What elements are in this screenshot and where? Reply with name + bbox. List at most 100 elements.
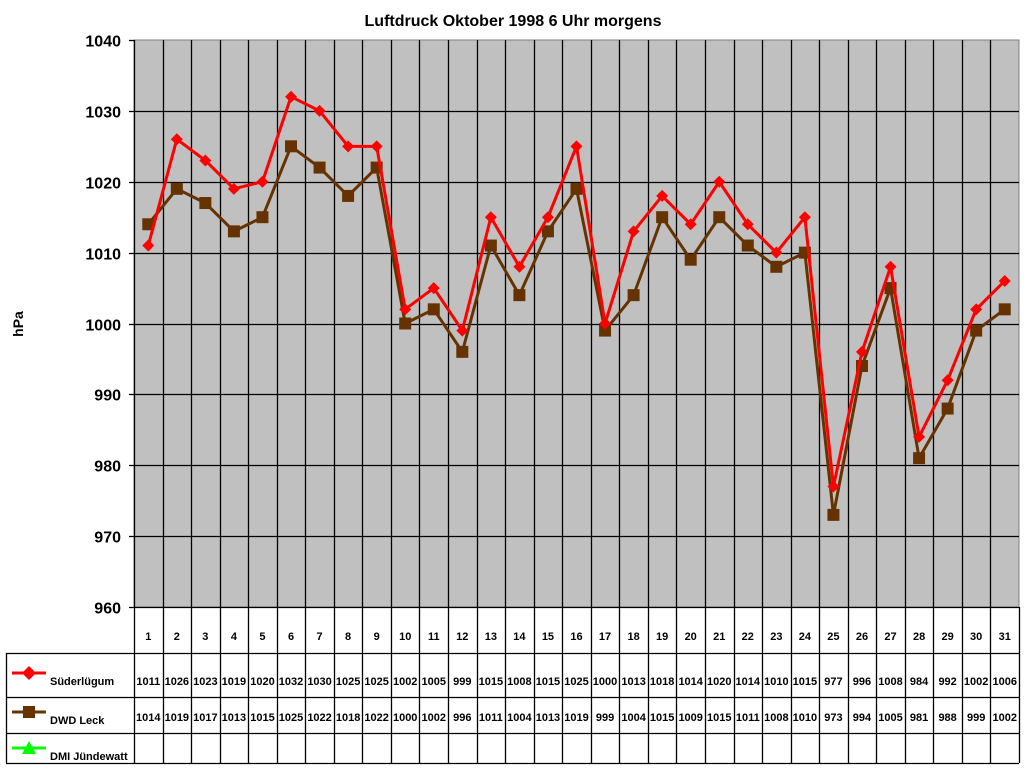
table-cell-value: 1011	[136, 676, 160, 688]
table-cell-value: 1013	[222, 712, 246, 724]
x-category-label: 4	[231, 631, 238, 643]
x-category-label: 19	[656, 631, 668, 643]
legend-entry: DWD Leck	[12, 706, 105, 727]
table-cell-value: 1014	[136, 712, 161, 724]
table-cell-value: 999	[967, 712, 985, 724]
table-cell-value: 1008	[764, 712, 788, 724]
x-category-label: 9	[374, 631, 380, 643]
table-cell-value: 1015	[707, 712, 731, 724]
y-tick-label: 1040	[85, 34, 121, 51]
y-tick-label: 980	[94, 459, 121, 476]
y-tick-label: 1030	[85, 105, 121, 122]
table-cell-value: 1018	[650, 676, 674, 688]
table-cell-value: 999	[596, 712, 614, 724]
x-category-label: 12	[456, 631, 468, 643]
table-cell-value: 994	[853, 712, 872, 724]
table-cell-value: 1020	[707, 676, 731, 688]
table-cell-value: 1008	[507, 676, 531, 688]
table-cell-value: 1025	[279, 712, 303, 724]
x-category-label: 11	[428, 631, 440, 643]
legend-entry: DMI Jündewatt	[12, 741, 128, 763]
table-cell-value: 996	[453, 712, 471, 724]
y-tick-label: 1020	[85, 176, 121, 193]
table-cell-value: 1019	[165, 712, 189, 724]
table-cell-value: 1019	[564, 712, 588, 724]
x-category-label: 14	[513, 631, 526, 643]
table-cell-value: 1017	[193, 712, 217, 724]
x-category-label: 23	[770, 631, 782, 643]
y-tick-label: 1010	[85, 247, 121, 264]
legend-entry: Süderlügum	[12, 666, 114, 688]
table-cell-value: 992	[938, 676, 956, 688]
table-cell-value: 1004	[507, 712, 532, 724]
table-cell-value: 1015	[250, 712, 274, 724]
x-category-label: 31	[999, 631, 1011, 643]
table-cell-value: 1002	[393, 676, 417, 688]
table-cell-value: 1011	[479, 712, 503, 724]
table-cell-value: 1026	[165, 676, 189, 688]
table-cell-value: 1010	[793, 712, 817, 724]
table-cell-value: 1010	[764, 676, 788, 688]
y-tick-label: 990	[94, 388, 121, 405]
table-cell-value: 1030	[307, 676, 331, 688]
table-cell-value: 1011	[736, 712, 760, 724]
table-cell-value: 1032	[279, 676, 303, 688]
x-category-label: 28	[913, 631, 925, 643]
legend-label: DWD Leck	[50, 715, 105, 727]
table-cell-value: 977	[824, 676, 842, 688]
table-cell-value: 1013	[621, 676, 645, 688]
y-axis: 960 970 980 990 1000 1010 1020 1030 1040	[85, 34, 136, 618]
table-cell-value: 1009	[678, 712, 702, 724]
gridlines	[134, 40, 1019, 607]
table-cell-value: 999	[453, 676, 471, 688]
x-category-label: 10	[399, 631, 411, 643]
table-cell-value: 1022	[307, 712, 331, 724]
x-category-label: 25	[827, 631, 839, 643]
x-category-label: 2	[174, 631, 180, 643]
legend-label: Süderlügum	[50, 676, 114, 688]
x-category-label: 18	[627, 631, 639, 643]
x-category-label: 15	[542, 631, 554, 643]
x-category-label: 16	[570, 631, 582, 643]
x-category-label: 29	[942, 631, 954, 643]
x-category-label: 27	[884, 631, 896, 643]
x-category-label: 7	[317, 631, 323, 643]
legend-label: DMI Jündewatt	[50, 751, 128, 763]
table-cell-value: 1025	[564, 676, 588, 688]
x-category-label: 21	[713, 631, 725, 643]
x-category-label: 30	[970, 631, 982, 643]
table-cell-value: 1014	[678, 676, 703, 688]
table-cell-value: 1002	[964, 676, 988, 688]
series-s-derl-gum	[142, 90, 1011, 493]
table-cell-value: 1004	[621, 712, 646, 724]
table-cell-value: 1015	[479, 676, 503, 688]
series-lines	[142, 90, 1011, 521]
table-cell-value: 1002	[992, 712, 1016, 724]
table-cell-value: 1006	[992, 676, 1016, 688]
x-category-label: 26	[856, 631, 868, 643]
x-category-label: 6	[288, 631, 294, 643]
x-category-label: 17	[599, 631, 611, 643]
table-cell-value: 1005	[878, 712, 902, 724]
x-category-label: 1	[145, 631, 151, 643]
table-cell-value: 988	[938, 712, 956, 724]
table-cell-value: 1005	[422, 676, 446, 688]
x-category-label: 8	[345, 631, 351, 643]
table-cell-value: 1008	[878, 676, 902, 688]
x-category-label: 20	[685, 631, 697, 643]
table-cell-value: 1023	[193, 676, 217, 688]
table-cell-value: 1015	[650, 712, 674, 724]
table-cell-value: 1000	[593, 676, 617, 688]
table-cell-value: 1013	[536, 712, 560, 724]
table-cell-value: 1015	[793, 676, 817, 688]
x-category-label: 13	[485, 631, 497, 643]
table-cell-value: 1025	[336, 676, 360, 688]
y-tick-label: 970	[94, 530, 121, 547]
table-cell-value: 1000	[393, 712, 417, 724]
table-cell-value: 1014	[736, 676, 761, 688]
x-category-label: 22	[742, 631, 754, 643]
x-category-label: 3	[202, 631, 208, 643]
y-axis-label: hPa	[10, 311, 26, 337]
table-cell-value: 996	[853, 676, 871, 688]
table-cell-value: 984	[910, 676, 929, 688]
